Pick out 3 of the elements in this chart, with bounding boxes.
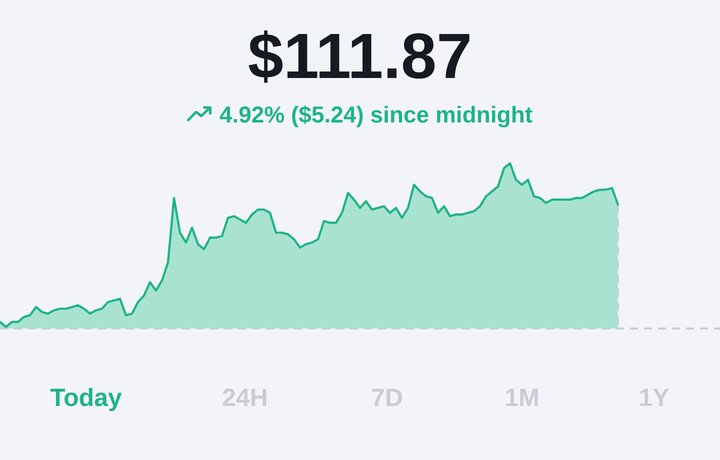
chart-title: $111.87 — [248, 30, 470, 83]
text: Today — [50, 388, 122, 412]
chart-subtitle: 4.92% ($5.24) since midnight — [220, 105, 532, 128]
